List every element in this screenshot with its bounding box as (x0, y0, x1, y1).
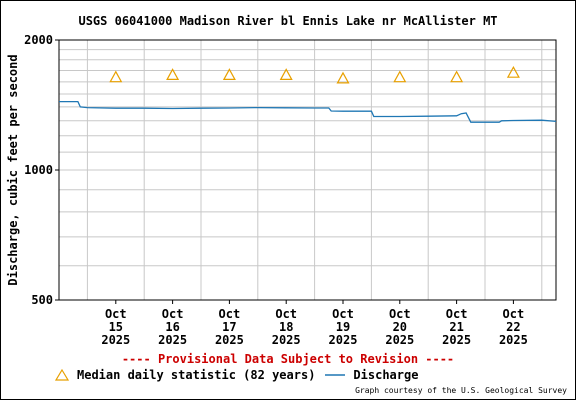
y-tick-label: 1000 (24, 163, 53, 177)
x-tick-label: 20 (393, 320, 407, 334)
x-tick-label: 22 (506, 320, 520, 334)
x-tick-label: 18 (279, 320, 293, 334)
x-tick-label: 2025 (385, 333, 414, 347)
provisional-notice: ---- Provisional Data Subject to Revisio… (121, 352, 455, 366)
y-axis-ticks: 500 1000 2000 (24, 33, 59, 307)
x-tick-label: 15 (109, 320, 123, 334)
x-tick-label: 21 (449, 320, 463, 334)
x-tick-label: Oct (219, 307, 241, 321)
x-tick-label: 2025 (272, 333, 301, 347)
x-tick-label: Oct (332, 307, 354, 321)
y-axis-label: Discharge, cubic feet per second (6, 54, 20, 285)
discharge-line (59, 100, 557, 123)
y-tick-label: 2000 (24, 33, 53, 47)
median-marker (222, 68, 236, 81)
x-tick-label: Oct (389, 307, 411, 321)
x-tick-label: 17 (222, 320, 236, 334)
grid-lines (59, 40, 556, 300)
legend-median-label: Median daily statistic (82 years) (77, 368, 316, 382)
x-axis-ticks: Oct152025Oct162025Oct172025Oct182025Oct1… (101, 300, 528, 347)
median-marker (393, 70, 407, 83)
x-tick-label: 19 (336, 320, 350, 334)
x-tick-label: Oct (503, 307, 525, 321)
x-tick-label: 2025 (442, 333, 471, 347)
x-tick-label: Oct (162, 307, 184, 321)
median-marker (336, 71, 350, 84)
chart-title: USGS 06041000 Madison River bl Ennis Lak… (78, 14, 497, 28)
median-marker (279, 68, 293, 81)
median-marker (450, 70, 464, 83)
x-tick-label: Oct (105, 307, 127, 321)
x-tick-label: 2025 (101, 333, 130, 347)
x-tick-label: 16 (165, 320, 179, 334)
x-tick-label: 2025 (158, 333, 187, 347)
hydrograph-chart: USGS 06041000 Madison River bl Ennis Lak… (6, 14, 557, 347)
x-tick-label: 2025 (215, 333, 244, 347)
x-tick-label: 2025 (329, 333, 358, 347)
x-tick-label: Oct (446, 307, 468, 321)
median-marker (166, 68, 180, 81)
legend-discharge-label: Discharge (353, 368, 419, 382)
legend: Median daily statistic (82 years) Discha… (55, 367, 418, 383)
median-marker (109, 70, 123, 83)
x-tick-label: Oct (275, 307, 297, 321)
series-layer (59, 65, 557, 123)
discharge-line-icon (325, 374, 346, 376)
median-triangle-icon (55, 369, 69, 381)
y-tick-label: 500 (31, 293, 53, 307)
x-tick-label: 2025 (499, 333, 528, 347)
credit-line: Graph courtesy of the U.S. Geological Su… (355, 386, 567, 395)
median-marker (506, 65, 520, 78)
